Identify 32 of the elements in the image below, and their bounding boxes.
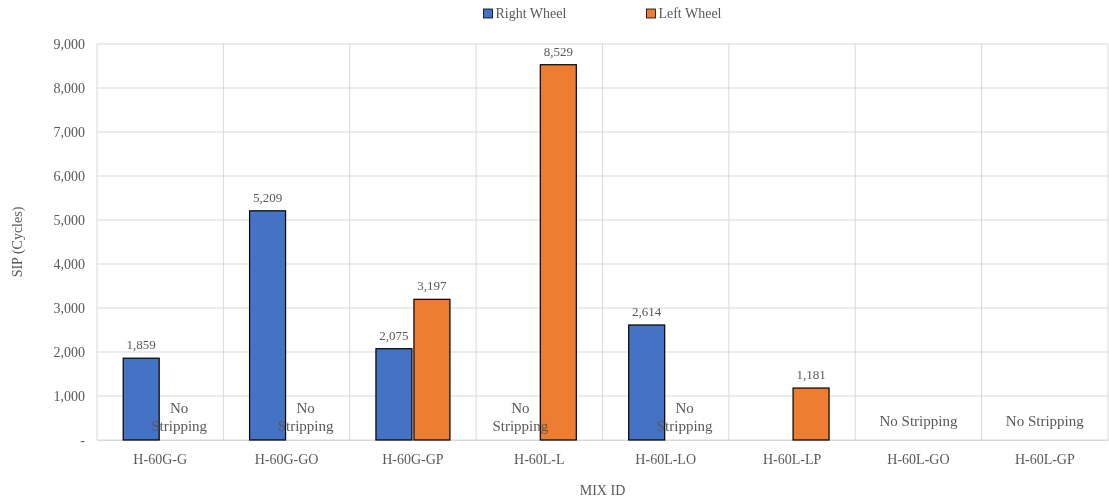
x-tick-label: H-60G-G [133, 451, 188, 467]
x-tick-label: H-60G-GO [254, 451, 319, 467]
y-tick-label: 4,000 [53, 256, 85, 272]
data-label: 3,197 [417, 278, 448, 294]
y-axis-title: SIP (Cycles) [10, 206, 26, 278]
bar [792, 387, 830, 441]
data-label: 2,614 [632, 303, 662, 319]
y-tick-label: 2,000 [53, 344, 85, 360]
data-label: 1,181 [796, 367, 826, 383]
x-tick-label: H-60L-LP [762, 451, 822, 467]
x-tick-label: H-60G-GP [382, 451, 444, 467]
y-tick-label: 7,000 [53, 124, 85, 140]
data-label: 1,859 [126, 337, 156, 353]
annotation: No Stripping [879, 413, 958, 429]
legend-label: Right Wheel [495, 6, 567, 21]
y-tick-label: - [80, 432, 86, 448]
y-tick-label: 5,000 [53, 212, 85, 228]
y-tick-label: 1,000 [53, 388, 85, 404]
x-tick-label: H-60L-LO [635, 451, 697, 467]
y-tick-label: 9,000 [53, 36, 85, 52]
x-tick-label: H-60L-L [514, 451, 565, 467]
legend-label: Left Wheel [658, 6, 722, 21]
x-tick-label: H-60L-GP [1014, 451, 1075, 467]
y-tick-label: 3,000 [53, 300, 85, 316]
x-tick-label: H-60L-GO [887, 451, 950, 467]
y-tick-label: 6,000 [53, 168, 85, 184]
annotation: No Stripping [1005, 413, 1085, 429]
data-label: 2,075 [379, 327, 409, 343]
y-tick-label: 8,000 [53, 80, 85, 96]
x-axis-title: MIX ID [579, 483, 626, 498]
data-label: 8,529 [543, 43, 573, 59]
data-label: 5,209 [252, 189, 283, 205]
